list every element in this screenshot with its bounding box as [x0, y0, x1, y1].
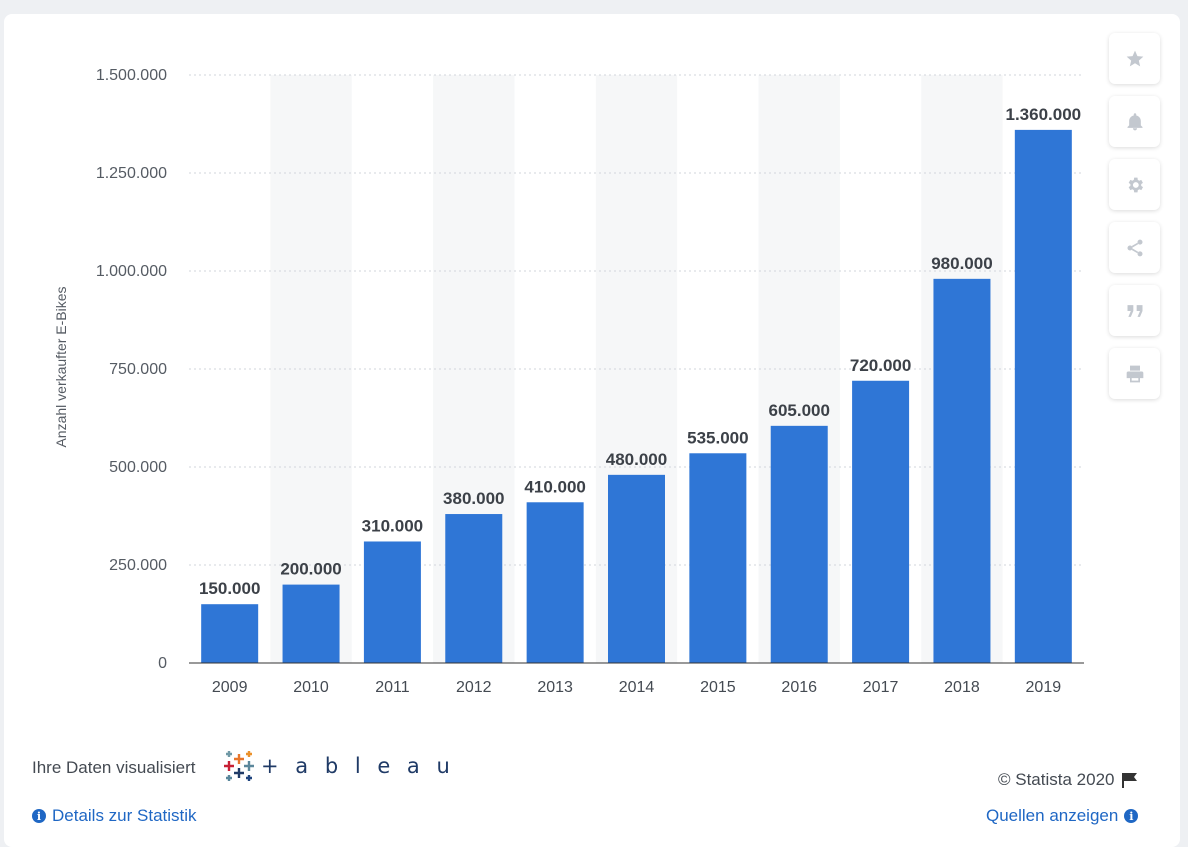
- bar-2009[interactable]: [201, 604, 259, 663]
- y-tick-labels: 0 250.000 500.000 750.000 1.000.000 1.250.000…: [96, 67, 167, 672]
- cite-button[interactable]: [1109, 285, 1160, 336]
- x-tick-label: 2014: [619, 679, 655, 696]
- y-axis-label: Anzahl verkaufter E-Bikes: [53, 286, 69, 447]
- star-icon: [1126, 50, 1143, 66]
- x-tick-label: 2012: [456, 679, 492, 696]
- bar-2015[interactable]: [689, 453, 747, 663]
- share-icon: [1127, 239, 1142, 256]
- bar-2018[interactable]: [933, 278, 991, 663]
- value-label: 310.000: [362, 516, 423, 535]
- x-tick-label: 2015: [700, 679, 736, 696]
- x-tick-label: 2017: [863, 679, 899, 696]
- y-tick-label: 1.500.000: [96, 67, 167, 84]
- flag-icon[interactable]: [1121, 772, 1139, 788]
- bar-2011[interactable]: [363, 541, 421, 663]
- details-link-label: Details zur Statistik: [52, 806, 197, 825]
- info-icon: i: [32, 809, 46, 823]
- x-tick-label: 2016: [781, 679, 817, 696]
- value-label: 720.000: [850, 356, 911, 375]
- print-icon: [1126, 365, 1143, 382]
- notification-button[interactable]: [1109, 96, 1160, 147]
- visualized-text: Ihre Daten visualisiert: [32, 758, 196, 777]
- tableau-wordmark: + a b l e a u: [261, 754, 455, 778]
- y-tick-label: 0: [158, 655, 167, 672]
- settings-button[interactable]: [1109, 159, 1160, 210]
- print-button[interactable]: [1109, 348, 1160, 399]
- value-labels: 150.000 200.000 310.000 380.000 410.000 480.0…: [199, 105, 1081, 598]
- info-icon: i: [1124, 809, 1139, 823]
- y-tick-label: 1.000.000: [96, 263, 167, 280]
- value-label: 380.000: [443, 489, 504, 508]
- sources-link-label: Quellen anzeigen: [986, 806, 1119, 825]
- bar-2010[interactable]: [282, 584, 340, 663]
- bar-2017[interactable]: [852, 380, 910, 663]
- y-tick-label: 750.000: [109, 361, 167, 378]
- bar-2012[interactable]: [445, 514, 503, 663]
- copyright: © Statista 2020: [998, 770, 1139, 790]
- x-tick-label: 2011: [375, 679, 410, 696]
- bell-icon: [1127, 112, 1142, 130]
- y-tick-label: 1.250.000: [96, 165, 167, 182]
- x-tick-label: 2018: [944, 679, 980, 696]
- quote-icon: [1127, 304, 1142, 317]
- x-tick-label: 2010: [293, 679, 329, 696]
- bars: [201, 129, 1072, 663]
- bar-2019[interactable]: [1014, 129, 1072, 663]
- value-label: 980.000: [931, 254, 992, 273]
- copyright-text: © Statista 2020: [998, 770, 1115, 789]
- bar-2016[interactable]: [770, 425, 828, 663]
- value-label: 535.000: [687, 428, 748, 447]
- y-tick-label: 500.000: [109, 459, 167, 476]
- value-label: 605.000: [769, 401, 830, 420]
- bar-2014[interactable]: [608, 474, 665, 663]
- side-toolbar: [1109, 33, 1162, 411]
- background-band: [270, 75, 352, 663]
- value-label: 200.000: [280, 560, 341, 579]
- sources-link[interactable]: Quellen anzeigen i: [986, 806, 1139, 826]
- tableau-cross-icon: [224, 751, 254, 781]
- x-tick-label: 2013: [537, 679, 573, 696]
- bar-2013[interactable]: [526, 502, 584, 663]
- x-tick-label: 2009: [212, 679, 248, 696]
- value-label: 150.000: [199, 579, 260, 598]
- x-tick-label: 2019: [1026, 679, 1062, 696]
- value-label: 410.000: [524, 477, 585, 496]
- x-tick-labels: 2009 2010 2011 2012 2013 2014 2015 2016 2017 2018…: [212, 679, 1061, 696]
- favorite-button[interactable]: [1109, 33, 1160, 84]
- value-label: 480.000: [606, 450, 667, 469]
- gear-icon: [1128, 177, 1143, 192]
- details-link[interactable]: i Details zur Statistik: [32, 806, 197, 826]
- share-button[interactable]: [1109, 222, 1160, 273]
- tableau-logo[interactable]: + a b l e a u: [221, 748, 455, 784]
- y-tick-label: 250.000: [109, 557, 167, 574]
- value-label: 1.360.000: [1005, 105, 1081, 124]
